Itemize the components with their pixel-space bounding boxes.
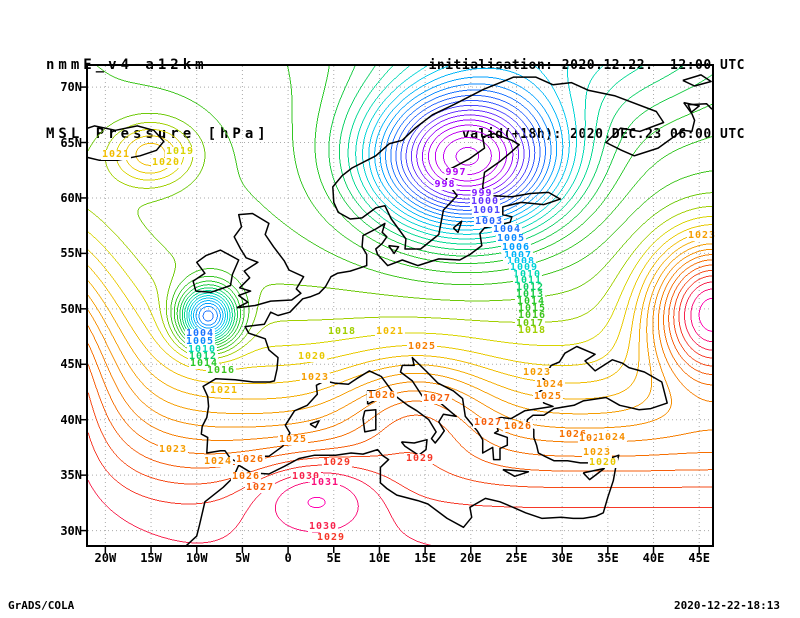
- grads-credit: GrADS/COLA: [8, 599, 75, 612]
- coastline-path: [233, 212, 305, 309]
- lat-tick-label: 35N: [60, 468, 82, 483]
- coastline-path: [362, 408, 377, 433]
- coastline-path: [582, 467, 605, 481]
- coastline-path: [400, 438, 428, 456]
- lon-tick-label: 20E: [459, 551, 482, 565]
- lon-tick-label: 45E: [688, 551, 711, 565]
- lon-tick-label: 15W: [140, 551, 162, 565]
- coastline-path: [185, 76, 712, 545]
- lat-tick-label: 60N: [60, 190, 82, 205]
- lat-tick-label: 45N: [60, 357, 82, 372]
- lon-tick-label: 15E: [414, 551, 436, 565]
- lon-tick-label: 40E: [642, 551, 665, 565]
- lat-tick-label: 70N: [60, 80, 82, 95]
- creation-timestamp: 2020-12-22-18:13: [674, 599, 780, 612]
- coastline-path: [192, 249, 240, 293]
- coastline-path: [366, 390, 376, 405]
- lon-tick-label: 25E: [505, 551, 528, 565]
- lon-tick-label: 10E: [368, 551, 391, 565]
- lon-tick-label: 0: [284, 551, 292, 565]
- coastline-path: [452, 220, 463, 234]
- coastline-path: [682, 74, 712, 87]
- coastline-path: [683, 101, 700, 114]
- lon-tick-label: 5W: [235, 551, 250, 565]
- lat-tick-label: 40N: [60, 412, 82, 427]
- lon-tick-label: 10W: [185, 551, 208, 565]
- lat-tick-label: 65N: [60, 135, 82, 150]
- lat-tick-label: 55N: [60, 246, 82, 261]
- lon-tick-label: 35E: [597, 551, 619, 565]
- coastline-path: [502, 468, 530, 478]
- lon-tick-label: 30E: [551, 551, 573, 565]
- lat-tick-label: 50N: [60, 301, 82, 316]
- lon-tick-label: 5E: [326, 551, 341, 565]
- coastline-path: [309, 420, 320, 429]
- lat-tick-label: 30N: [60, 523, 82, 538]
- coastline-path: [387, 244, 400, 255]
- lon-tick-label: 20W: [94, 551, 117, 565]
